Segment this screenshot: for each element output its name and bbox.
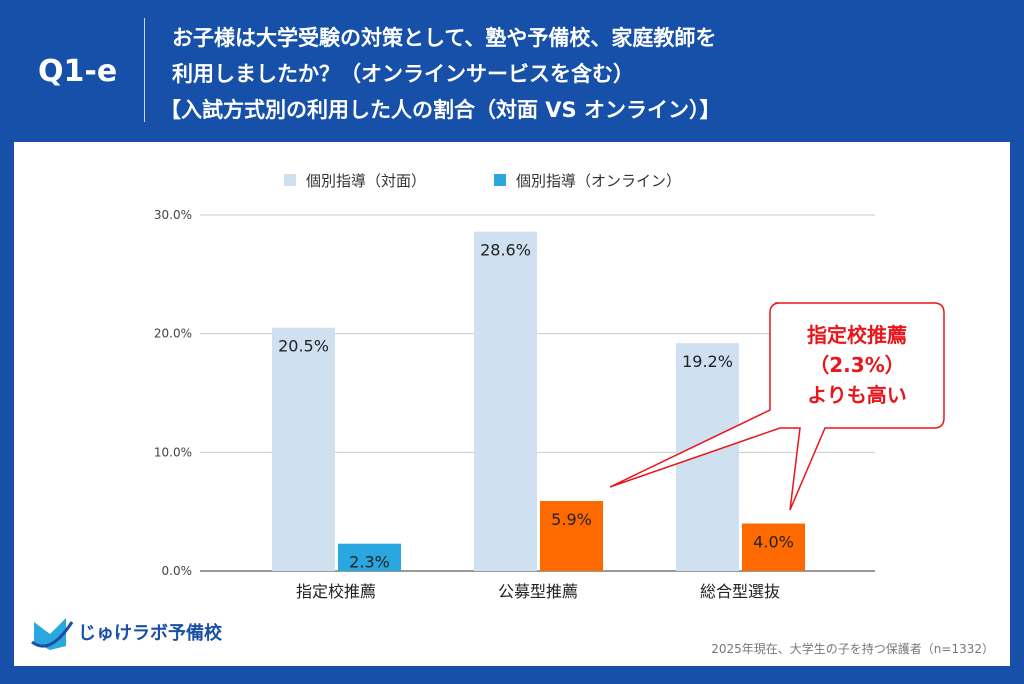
bar-online [338, 543, 401, 571]
callout-text: （2.3%） [809, 353, 904, 377]
legend-swatch [494, 174, 506, 186]
bar-online [540, 500, 603, 571]
logo-text: じゅけラボ予備校 [78, 623, 222, 644]
data-label: 28.6% [480, 241, 531, 260]
legend-swatch [284, 174, 296, 186]
data-label: 2.3% [349, 553, 390, 572]
y-tick-label: 20.0% [154, 327, 192, 341]
x-tick-label: 公募型推薦 [498, 582, 578, 601]
y-tick-label: 10.0% [154, 445, 192, 459]
question-label: Q1-e [38, 54, 118, 89]
source-note: 2025年現在、大学生の子を持つ保護者（n=1332） [711, 642, 994, 656]
data-label: 20.5% [278, 337, 329, 356]
title-line-2: 利用しましたか？（オンラインサービスを含む） [172, 62, 634, 86]
y-tick-label: 30.0% [154, 208, 192, 222]
callout-text: 指定校推薦 [807, 323, 907, 347]
header-divider [144, 18, 145, 122]
y-tick-label: 0.0% [162, 564, 193, 578]
x-tick-label: 総合型選抜 [700, 582, 780, 601]
data-label: 5.9% [551, 510, 592, 529]
book-logo-icon [31, 618, 74, 650]
data-label: 4.0% [753, 533, 794, 552]
legend-label: 個別指導（オンライン） [516, 172, 681, 190]
title-line-3: 【入試方式別の利用した人の割合（対面 VS オンライン）】 [160, 98, 721, 122]
title-line-1: お子様は大学受験の対策として、塾や予備校、家庭教師を [172, 26, 717, 50]
legend-label: 個別指導（対面） [306, 172, 426, 190]
bar-in-person [272, 327, 335, 571]
x-tick-label: 指定校推薦 [296, 582, 376, 601]
logo: じゅけラボ予備校 [30, 612, 222, 652]
data-label: 19.2% [682, 352, 733, 371]
bar-online [742, 523, 805, 571]
bar-in-person [474, 231, 537, 571]
callout-bubble [609, 302, 945, 511]
callout-text: よりも高い [807, 383, 907, 407]
